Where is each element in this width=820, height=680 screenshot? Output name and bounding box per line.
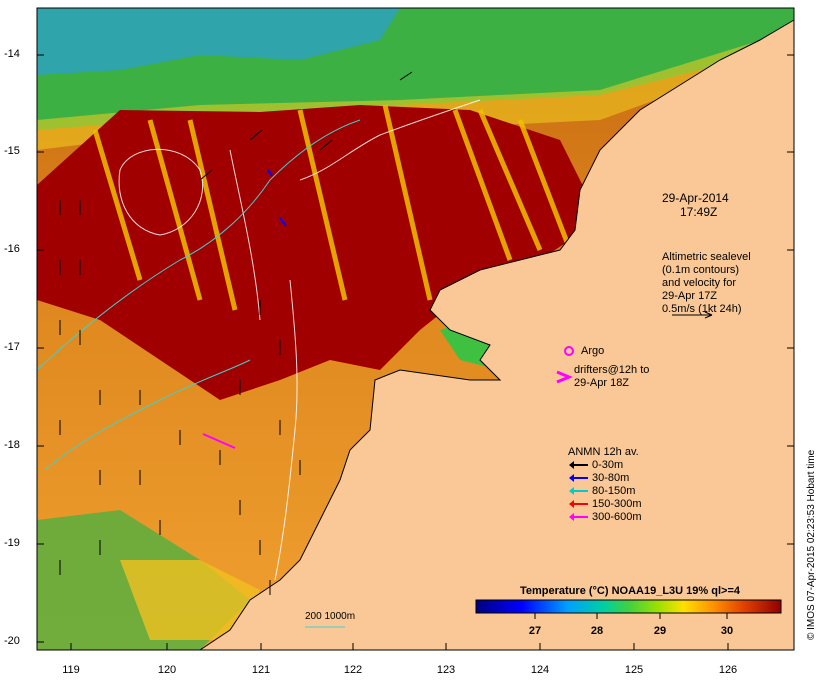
- argo-label: Argo: [581, 345, 605, 357]
- drifters-label: drifters@12h to: [574, 364, 650, 376]
- credit-label: © IMOS 07-Apr-2015 02:23:53 Hobart time: [806, 449, 817, 640]
- y-tick-label: -14: [4, 48, 20, 60]
- altimetry-line: 29-Apr 17Z: [662, 290, 718, 302]
- drifters-label: 29-Apr 18Z: [574, 377, 630, 389]
- arrow-icon: [569, 461, 588, 470]
- date-label: 29-Apr-2014: [662, 191, 729, 205]
- colorbar-tick-label: 30: [720, 625, 734, 637]
- anmn-legend-row: 300-600m: [569, 511, 642, 524]
- velocity-arrows: [59, 71, 413, 595]
- drifter-track: [202, 433, 236, 449]
- colorbar-ticks: [534, 613, 728, 619]
- time-label: 17:49Z: [680, 205, 718, 219]
- arrow-icon: [569, 500, 588, 509]
- colorbar-tick-label: 29: [653, 625, 667, 637]
- y-tick-label: -15: [4, 145, 20, 157]
- anmn-legend-title: ANMN 12h av.: [568, 446, 639, 458]
- x-tick-label: 124: [530, 664, 550, 676]
- altimetry-line: 0.5m/s (1kt 24h): [662, 303, 742, 315]
- swath-stripes: [92, 104, 573, 311]
- x-tick-label: 126: [718, 664, 738, 676]
- anmn-legend-row: 80-150m: [569, 485, 635, 498]
- anmn-legend-row: 0-30m: [569, 459, 623, 472]
- y-tick-label: -17: [4, 341, 20, 353]
- depth-scale-label: 200 1000m: [305, 611, 356, 622]
- arrow-icon: [569, 513, 588, 522]
- colorbar: [475, 599, 782, 614]
- anmn-legend-row: 30-80m: [569, 472, 629, 485]
- altimetry-line: (0.1m contours): [662, 264, 740, 276]
- altimetry-line: Altimetric sealevel: [662, 251, 751, 263]
- x-tick-label: 121: [251, 664, 271, 676]
- drifter-symbol: [556, 370, 573, 384]
- cool-band-blue: [37, 8, 400, 75]
- y-tick-label: -20: [4, 635, 20, 647]
- coastal-yellow: [120, 560, 260, 640]
- y-tick-label: -18: [4, 439, 20, 451]
- x-tick-label: 123: [436, 664, 456, 676]
- sealevel-contours: [118, 99, 481, 581]
- altimetry-line: and velocity for: [662, 277, 736, 289]
- x-tick-label: 125: [624, 664, 644, 676]
- colorbar-tick-label: 27: [528, 625, 542, 637]
- map-frame: [36, 7, 795, 651]
- arrow-icon: [569, 487, 588, 496]
- land: [198, 19, 795, 651]
- argo-marker: [564, 346, 574, 356]
- x-tick-label: 119: [62, 664, 80, 676]
- y-tick-label: -19: [4, 537, 20, 549]
- arrow-icon: [569, 474, 588, 483]
- y-tick-label: -16: [4, 243, 20, 255]
- x-tick-label: 122: [343, 664, 363, 676]
- colorbar-tick-label: 28: [590, 625, 604, 637]
- x-tick-label: 120: [157, 664, 177, 676]
- colorbar-title: Temperature (°C) NOAA19_L3U 19% ql>=4: [520, 585, 740, 597]
- warm-core: [37, 105, 600, 400]
- depth-contours: [36, 119, 361, 471]
- anmn-legend-row: 150-300m: [569, 498, 642, 511]
- anmn-blue-marks: [267, 169, 287, 227]
- axis-ticks: [37, 54, 794, 650]
